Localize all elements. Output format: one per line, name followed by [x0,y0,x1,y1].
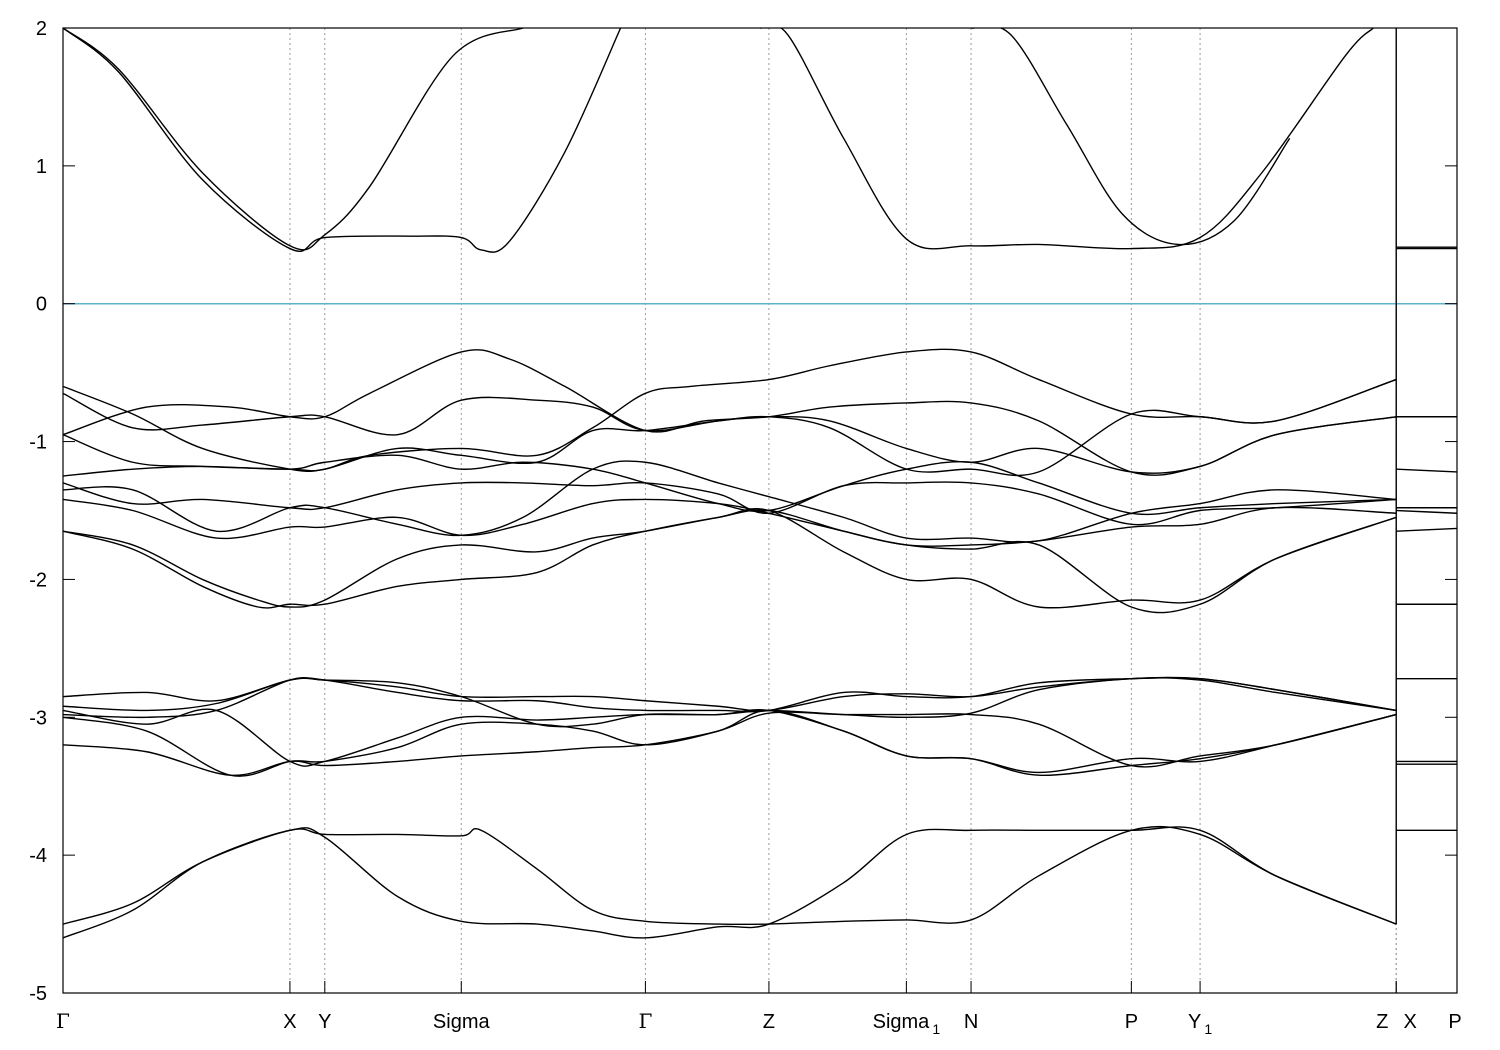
kpoint-label: P [1448,1011,1461,1033]
kpoint-label: Sigma 1 [873,1011,941,1037]
band-line [1396,468,1457,473]
kpoint-label: Z [1376,1011,1388,1033]
band-line [63,28,524,251]
kpoint-label: Γ [56,1009,70,1033]
y-axis-ticks: -5 -4 -3 -2 -1 0 1 2 [29,18,1457,1005]
band-line [63,825,1397,926]
band-line [970,28,1291,246]
band-line [63,709,1397,777]
y-tick-label: -1 [29,432,47,454]
band-lines [63,28,1457,939]
kpoint-label: Y [318,1011,331,1033]
kpoint-label: Γ [638,1009,652,1033]
band-line [63,677,1397,728]
band-line [63,677,1397,713]
band-line [1396,509,1457,514]
y-tick-label: -5 [29,983,47,1005]
plot-frame [62,27,1458,994]
band-line [63,498,1397,547]
band-line [63,378,1397,477]
y-tick-label: -2 [29,569,47,591]
band-line [1396,527,1457,532]
y-tick-label: -4 [29,845,47,867]
y-tick-label: 2 [36,18,47,40]
band-line [63,711,1397,776]
band-line [63,348,1397,472]
kpoint-label: Z [763,1011,775,1033]
band-line [63,826,1397,939]
band-line [63,507,1397,609]
kpoint-label: P [1125,1011,1138,1033]
y-tick-label: 1 [36,156,47,178]
band-line [759,28,1374,250]
kpoint-label: Sigma [433,1011,491,1033]
y-tick-label: 0 [36,294,47,316]
kpoint-label: X [283,1011,296,1033]
band-line [63,392,1397,474]
x-axis-kpoint-labels: Γ X Y Sigma Γ Z Sigma 1 N P Y 1 Z X P [56,981,1462,1037]
kpoint-label: N [964,1011,978,1033]
kpoint-gridlines [289,28,1397,993]
y-tick-label: -3 [29,707,47,729]
band-line [63,349,1397,476]
band-line [63,28,622,253]
band-line [63,708,1397,776]
band-line [63,676,1397,712]
band-line [63,460,1397,543]
band-line [63,509,1397,614]
kpoint-label: X [1404,1011,1417,1033]
